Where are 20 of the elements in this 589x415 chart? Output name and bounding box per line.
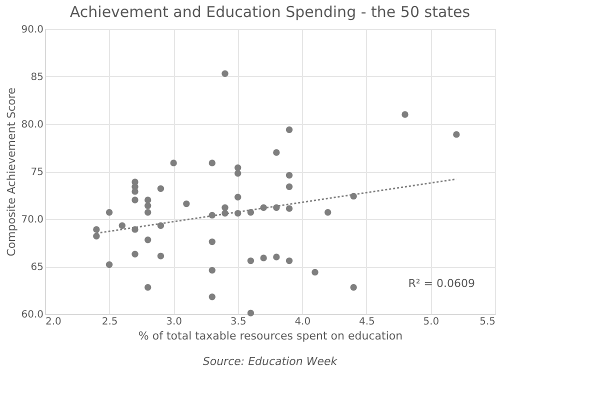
x-tick-label: 2.0 [46, 316, 62, 328]
y-tick-label: 75 [30, 167, 44, 178]
x-tick-label: 5.0 [423, 316, 440, 328]
x-tick-label: 5.5 [480, 316, 496, 328]
x-tick-label: 4.5 [358, 316, 375, 328]
x-axis-title: % of total taxable resources spent on education [138, 330, 403, 342]
annotation: R² = 0.0609 [408, 277, 475, 290]
x-tick-label: 3.0 [166, 316, 182, 328]
y-tick-label: 65 [30, 262, 44, 273]
y-tick-label: 80.0 [21, 120, 44, 130]
y-tick-label: 90.0 [21, 24, 44, 36]
y-axis-title: Composite Achievement Score [5, 87, 18, 256]
y-tick-label: 70.0 [21, 214, 44, 226]
chart-title: Achievement and Education Spending - the 50 states [70, 3, 470, 21]
x-tick-label: 2.5 [102, 316, 118, 328]
x-tick-label: 4.0 [294, 316, 311, 328]
y-tick-label: 60.0 [21, 310, 44, 320]
x-tick-label: 3.5 [230, 316, 246, 328]
source-note: Source: Education Week [202, 355, 338, 368]
y-tick-label: 85 [30, 72, 44, 83]
